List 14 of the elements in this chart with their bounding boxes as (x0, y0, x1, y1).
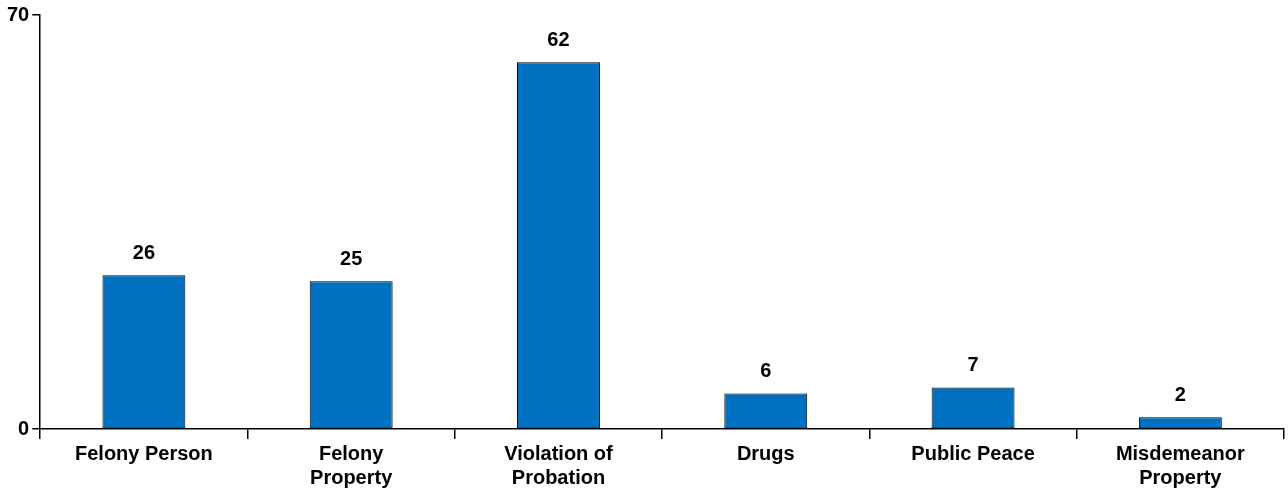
data-label: 25 (340, 246, 363, 269)
x-tick-label: Felony Property (310, 441, 394, 488)
x-tick-label: Felony Person (74, 441, 213, 464)
x-tick-label: Violation of Probation (504, 441, 614, 488)
data-label: 6 (760, 359, 772, 382)
data-label: 2 (1174, 382, 1186, 405)
data-label: 7 (967, 353, 979, 376)
x-tick-label: Drugs (736, 441, 795, 464)
data-label: 26 (132, 240, 156, 263)
x-tick-label: Public Peace (911, 441, 1035, 464)
data-label: 62 (547, 27, 570, 50)
y-tick-label: 70 (7, 2, 30, 25)
y-tick-label: 0 (18, 416, 30, 439)
x-tick-label: Misdemeanor Property (1115, 441, 1246, 488)
